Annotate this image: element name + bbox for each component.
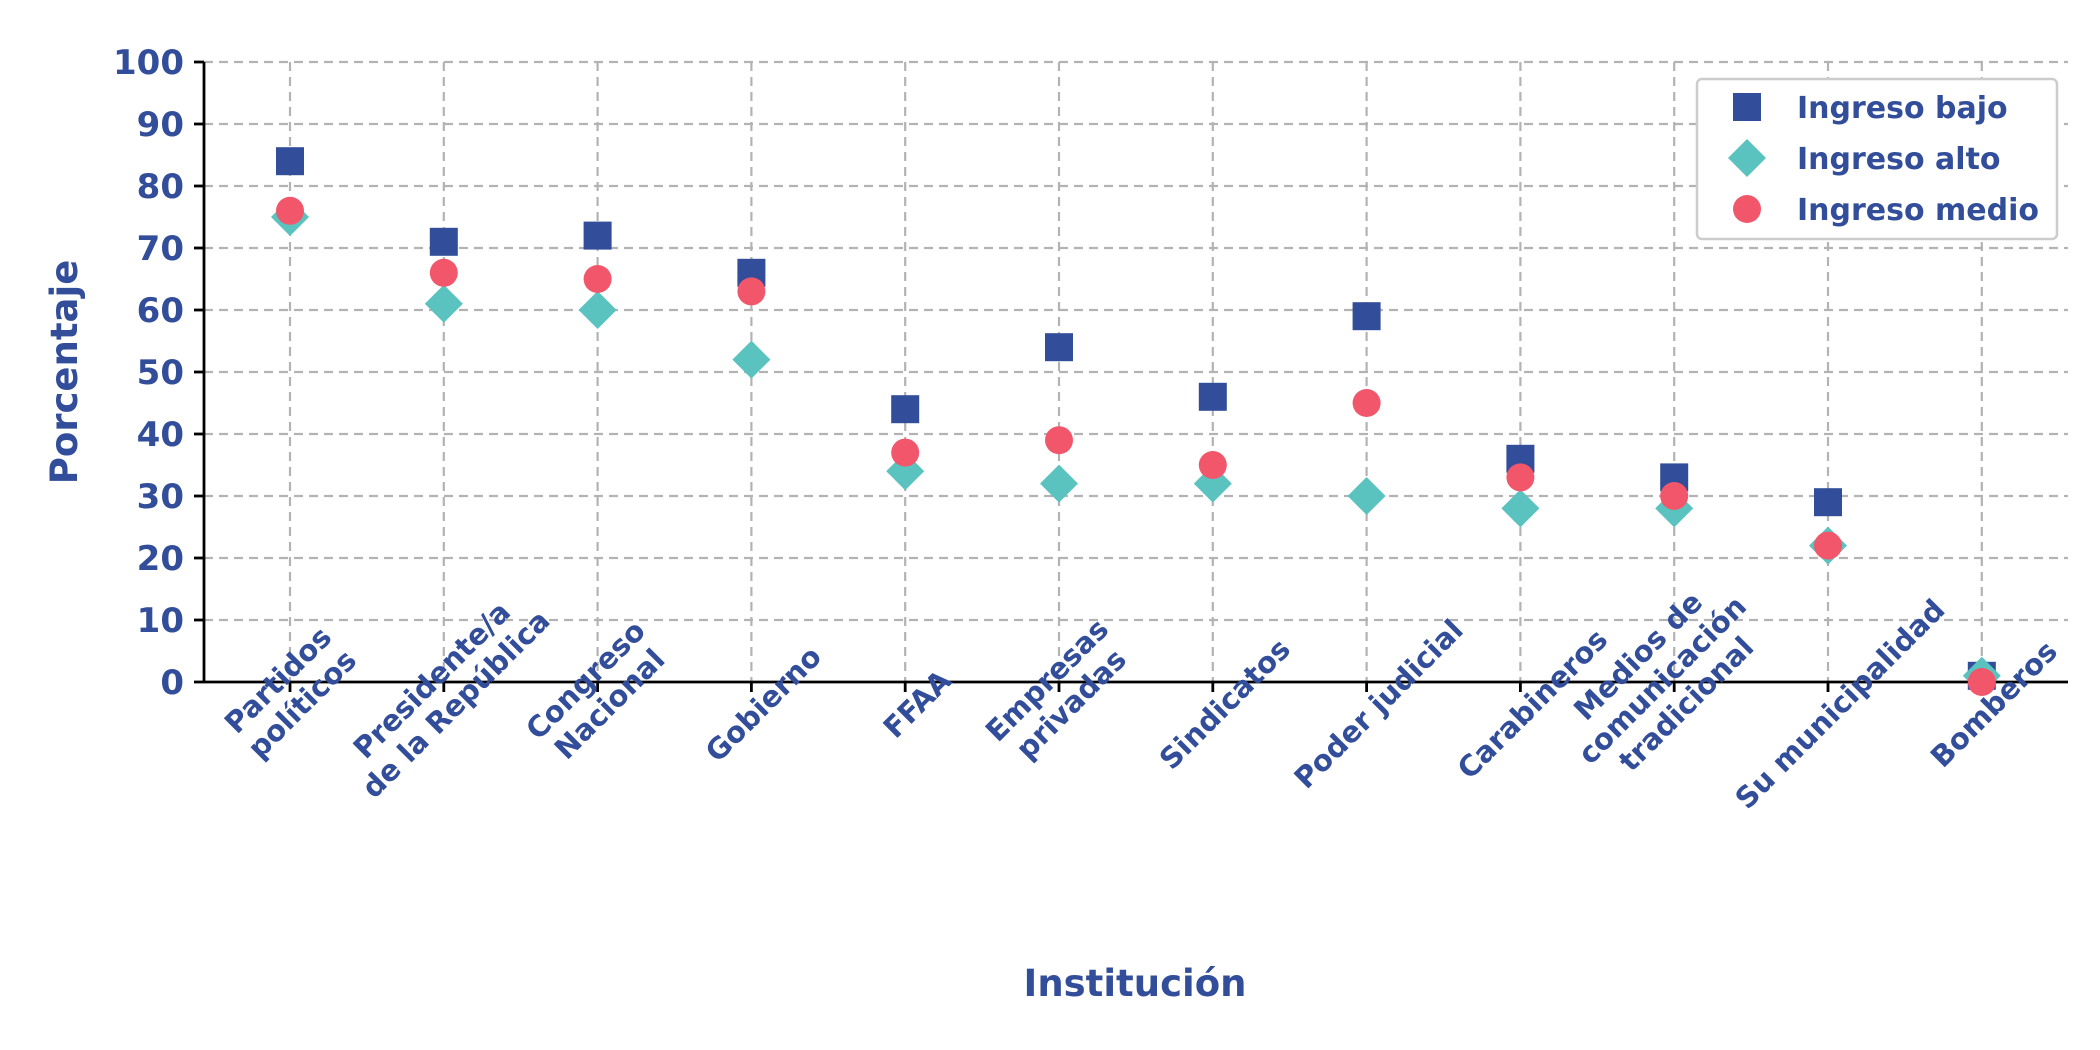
data-point-ingreso-medio: [429, 258, 458, 287]
data-point-ingreso-medio: [1967, 668, 1996, 696]
y-tick-label: 90: [137, 105, 184, 145]
data-point-ingreso-medio: [1506, 463, 1535, 492]
x-tick-label: Poder judicial: [1287, 613, 1469, 795]
series-ingreso-medio: [276, 196, 1996, 696]
data-point-ingreso-alto: [1501, 489, 1540, 528]
x-tick-label: Gobierno: [699, 639, 828, 768]
y-tick-label: 40: [137, 415, 184, 455]
x-tick-label-line: Sindicatos: [1153, 632, 1297, 776]
x-tick-label: Presidente/ade la República: [331, 579, 557, 805]
y-tick-label: 0: [160, 663, 184, 703]
x-tick-label-line: Gobierno: [699, 639, 828, 768]
y-tick-label: 50: [137, 353, 184, 393]
x-tick-label-line: Bomberos: [1924, 634, 2064, 774]
x-tick-label-line: FFAA: [876, 663, 958, 745]
data-point-ingreso-medio: [1045, 426, 1073, 455]
data-point-ingreso-medio: [1198, 451, 1227, 479]
legend-marker-ingreso-alto: [1728, 139, 1766, 177]
x-tick-label: Su municipalidad: [1728, 592, 1951, 815]
y-tick-label: 10: [137, 601, 184, 641]
y-tick-label: 20: [137, 539, 184, 579]
y-tick-label: 80: [137, 167, 184, 207]
legend-label-ingreso-medio: Ingreso medio: [1797, 193, 2039, 228]
data-point-ingreso-alto: [578, 291, 617, 329]
data-point-ingreso-medio: [276, 196, 304, 225]
x-tick-label: Bomberos: [1924, 634, 2064, 774]
data-point-ingreso-medio: [1660, 482, 1689, 510]
y-tick-label: 100: [113, 43, 184, 83]
x-tick-label: Sindicatos: [1153, 632, 1297, 776]
x-tick-label-line: Poder judicial: [1287, 613, 1469, 795]
y-tick-label: 70: [137, 229, 184, 269]
data-point-ingreso-medio: [1814, 531, 1842, 560]
data-point-ingreso-bajo: [583, 221, 612, 250]
legend: Ingreso bajo Ingreso alto Ingreso medio: [1695, 77, 2059, 241]
data-point-ingreso-alto: [732, 340, 771, 379]
data-point-ingreso-bajo: [276, 147, 304, 176]
y-tick-labels: 0 10 20 30 40 50 60 70 80 90 100: [113, 43, 204, 703]
data-points: [271, 147, 2001, 696]
data-point-ingreso-bajo: [891, 395, 920, 424]
data-point-ingreso-medio: [737, 277, 766, 306]
data-point-ingreso-alto: [1347, 477, 1386, 515]
data-point-ingreso-alto: [1040, 464, 1078, 503]
data-point-ingreso-bajo: [1352, 302, 1381, 331]
data-point-ingreso-medio: [1352, 389, 1381, 417]
legend-label-ingreso-bajo: Ingreso bajo: [1797, 91, 2008, 126]
data-point-ingreso-medio: [583, 265, 612, 293]
x-axis-title: Institución: [1024, 962, 1247, 1005]
x-tick-label: FFAA: [876, 663, 958, 745]
legend-marker-ingreso-bajo: [1733, 93, 1761, 121]
data-point-ingreso-bajo: [1198, 382, 1227, 411]
legend-label-ingreso-alto: Ingreso alto: [1797, 142, 2001, 177]
y-tick-label: 60: [137, 291, 184, 331]
legend-marker-ingreso-medio: [1733, 195, 1761, 223]
x-tick-label-line: Su municipalidad: [1728, 592, 1951, 815]
data-point-ingreso-bajo: [1045, 333, 1073, 362]
data-point-ingreso-alto: [424, 284, 463, 323]
y-tick-label: 30: [137, 477, 184, 517]
y-axis-title: Porcentaje: [43, 260, 86, 485]
data-point-ingreso-bajo: [1814, 488, 1842, 517]
data-point-ingreso-bajo: [429, 227, 458, 256]
data-point-ingreso-medio: [891, 438, 920, 467]
legend-box: [1695, 77, 2059, 241]
x-tick-label: Medios decomunicacióntradicional: [1547, 565, 1777, 795]
